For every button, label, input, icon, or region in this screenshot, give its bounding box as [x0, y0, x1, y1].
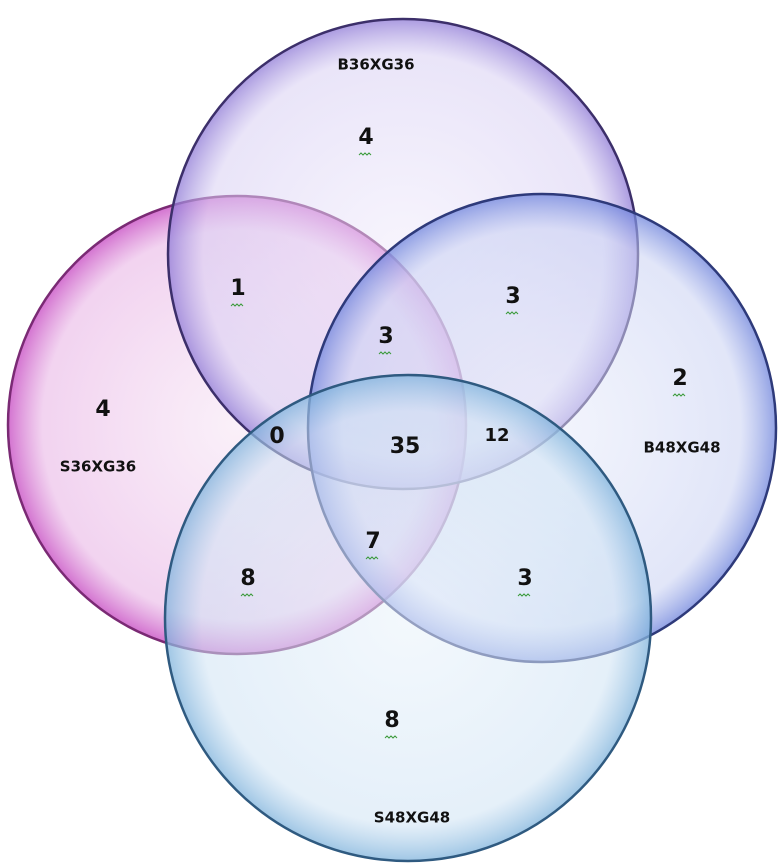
region-count: 4: [358, 125, 373, 150]
set-circle: [163, 373, 653, 863]
region-count: 2: [672, 366, 687, 391]
region-count: 35: [390, 434, 421, 459]
region-count: 4: [95, 397, 110, 422]
region-count: 0: [269, 424, 284, 449]
region-count: 7: [365, 529, 380, 554]
region-count: 3: [378, 324, 393, 349]
region-count: 8: [240, 566, 255, 591]
set-label: B48XG48: [643, 439, 720, 457]
set-label: S48XG48: [374, 809, 450, 827]
region-count: 3: [517, 566, 532, 591]
spellcheck-underlines: [230, 152, 686, 739]
region-count: 12: [484, 425, 509, 446]
set-label: S36XG36: [60, 458, 136, 476]
region-count: 3: [505, 284, 520, 309]
region-count: 1: [230, 276, 245, 301]
region-count: 8: [384, 708, 399, 733]
set-label: B36XG36: [337, 56, 414, 74]
